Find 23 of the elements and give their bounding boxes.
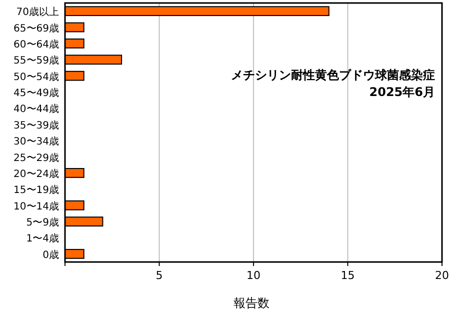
y-tick-label: 50〜54歳	[14, 70, 59, 83]
text: メチシリン耐性黄色ブドウ球菌感染症	[231, 68, 435, 82]
x-tick-label: 15	[340, 269, 355, 282]
x-axis-title: 報告数	[234, 296, 270, 310]
y-tick-label: 40〜44歳	[14, 103, 59, 116]
x-tick-label: 5	[156, 269, 163, 282]
y-tick-label: 55〜59歳	[14, 54, 59, 67]
text: 2025年6月	[369, 85, 435, 99]
y-tick-label: 15〜19歳	[14, 184, 59, 196]
y-tick-label: 1〜4歳	[26, 232, 59, 245]
x-tick-label: 20	[435, 269, 449, 282]
y-tick-label: 30〜34歳	[14, 136, 59, 148]
x-tick-label: 10	[246, 269, 260, 282]
y-tick-label: 45〜49歳	[14, 87, 59, 100]
y-tick-label: 60〜64歳	[14, 38, 59, 50]
y-tick-label: 70歳以上	[16, 6, 59, 18]
y-tick-label: 65〜69歳	[14, 22, 59, 34]
y-tick-label: 20〜24歳	[14, 168, 59, 180]
y-tick-label: 0歳	[42, 248, 59, 261]
y-tick-label: 35〜39歳	[14, 119, 59, 132]
y-tick-label: 25〜29歳	[14, 152, 59, 164]
y-tick-label: 10〜14歳	[14, 200, 59, 212]
y-tick-label: 5〜9歳	[26, 216, 59, 229]
